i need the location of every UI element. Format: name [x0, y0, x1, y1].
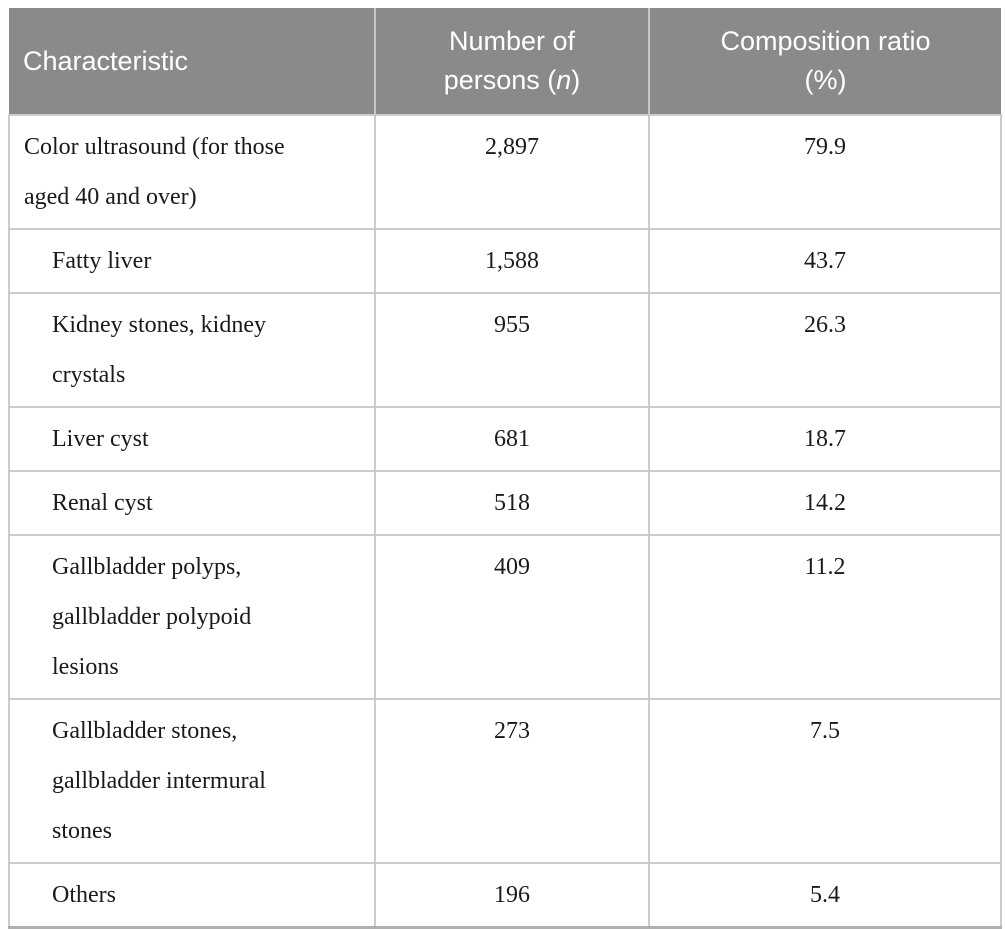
row-label: Gallbladder polyps, gallbladder polypoid…: [8, 534, 376, 700]
col-header-ratio-line1: Composition ratio: [720, 26, 931, 56]
table-header: Characteristic Number of persons (n) Com…: [9, 8, 1001, 115]
row-label: Renal cyst: [8, 470, 376, 536]
header-row: Characteristic Number of persons (n) Com…: [9, 8, 1001, 115]
table-row-fatty-liver: Fatty liver 1,588 43.7: [8, 228, 1002, 294]
italic-n: n: [556, 65, 572, 95]
composition-ratio: 5.4: [648, 862, 1002, 929]
col-header-characteristic: Characteristic: [9, 8, 375, 115]
table-row-gallbladder-stones: Gallbladder stones, gallbladder intermur…: [8, 698, 1002, 864]
table-row-liver-cyst: Liver cyst 681 18.7: [8, 406, 1002, 472]
col-header-ratio-line2: (%): [804, 65, 847, 95]
persons-count: 2,897: [374, 114, 650, 230]
persons-count: 518: [374, 470, 650, 536]
row-label: Fatty liver: [8, 228, 376, 294]
persons-count: 273: [374, 698, 650, 864]
col-header-number-of-persons: Number of persons (n): [374, 8, 649, 115]
persons-count: 955: [374, 292, 650, 408]
table-row-renal-cyst: Renal cyst 518 14.2: [8, 470, 1002, 536]
persons-count: 196: [374, 862, 650, 929]
composition-ratio: 7.5: [648, 698, 1002, 864]
row-label: Gallbladder stones, gallbladder intermur…: [8, 698, 376, 864]
col-header-characteristic-label: Characteristic: [23, 45, 189, 76]
table-row-color-ultrasound: Color ultrasound (for those aged 40 and …: [8, 114, 1002, 230]
col-header-persons-line2: persons (n): [443, 65, 581, 95]
persons-count: 409: [374, 534, 650, 700]
col-header-persons-line1: Number of: [448, 26, 576, 56]
composition-ratio: 26.3: [648, 292, 1002, 408]
persons-count: 681: [374, 406, 650, 472]
persons-count: 1,588: [374, 228, 650, 294]
table-row-kidney-stones: Kidney stones, kidney crystals 955 26.3: [8, 292, 1002, 408]
row-label: Color ultrasound (for those aged 40 and …: [8, 114, 376, 230]
col-header-composition-ratio: Composition ratio (%): [648, 8, 1001, 115]
composition-ratio: 43.7: [648, 228, 1002, 294]
table-row-others: Others 196 5.4: [8, 862, 1002, 929]
row-label: Others: [8, 862, 376, 929]
composition-ratio: 14.2: [648, 470, 1002, 536]
table-body: Color ultrasound (for those aged 40 and …: [8, 114, 1002, 929]
row-label: Kidney stones, kidney crystals: [8, 292, 376, 408]
composition-ratio: 79.9: [648, 114, 1002, 230]
row-label: Liver cyst: [8, 406, 376, 472]
table-row-gallbladder-polyps: Gallbladder polyps, gallbladder polypoid…: [8, 534, 1002, 700]
composition-ratio: 18.7: [648, 406, 1002, 472]
ultrasound-findings-table: Characteristic Number of persons (n) Com…: [8, 8, 1002, 929]
composition-ratio: 11.2: [648, 534, 1002, 700]
data-table: Characteristic Number of persons (n) Com…: [8, 8, 1002, 929]
